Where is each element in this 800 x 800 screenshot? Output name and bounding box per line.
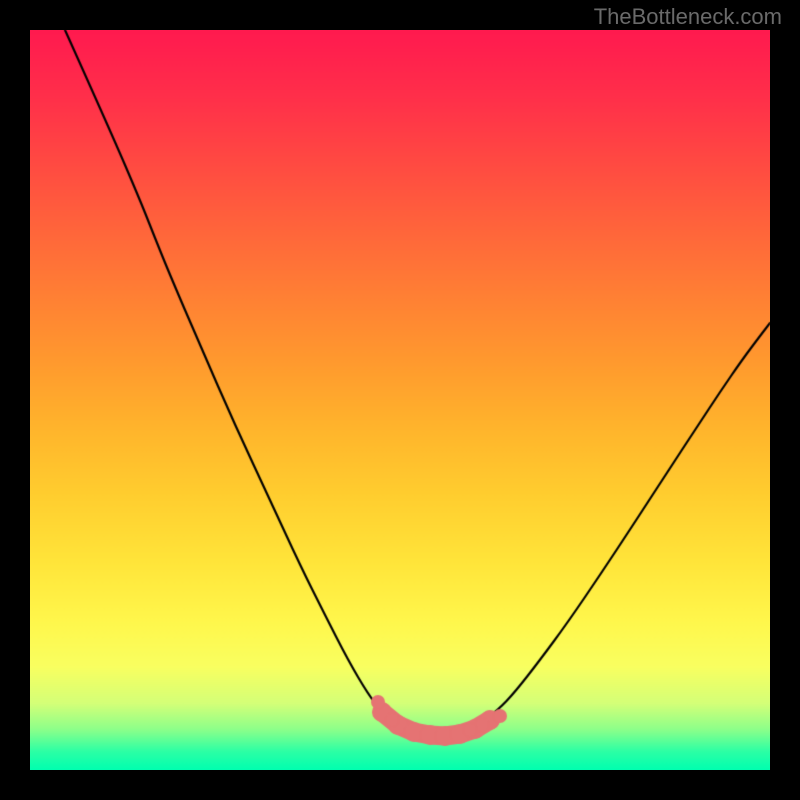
watermark-text: TheBottleneck.com <box>594 4 782 30</box>
chart-container: TheBottleneck.com <box>0 0 800 800</box>
gradient-plot-canvas <box>30 30 770 770</box>
